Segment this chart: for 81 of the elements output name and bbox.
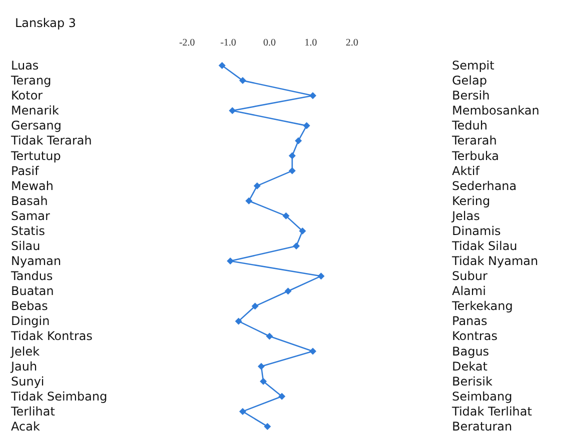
y-tick-label: Tidak Kontras xyxy=(10,329,92,344)
y-tick-label: Tandus xyxy=(10,269,53,284)
y2-tick-label: Tidak Silau xyxy=(451,239,518,253)
point xyxy=(278,392,286,400)
point xyxy=(318,272,325,280)
y-tick-label: Statis xyxy=(11,224,45,238)
y-tick-label: Basah xyxy=(11,194,48,208)
point xyxy=(309,348,316,355)
y-tick-label: Bebas xyxy=(11,299,48,314)
y-tick-label: Jauh xyxy=(10,359,38,374)
point xyxy=(239,408,246,415)
x2-tick-label: -2.0 xyxy=(179,38,195,48)
text: Lanskap 3 xyxy=(15,16,76,30)
y2-tick-label: Beraturan xyxy=(452,419,512,434)
point xyxy=(252,302,259,310)
y-tick-label: Luas xyxy=(11,58,39,73)
y2-tick-label: Kontras xyxy=(452,329,498,344)
y2-tick-label: Dinamis xyxy=(452,224,501,238)
y2-tick-label: Terkekang xyxy=(451,299,513,314)
y2-tick-label: Seimbang xyxy=(452,389,512,404)
point xyxy=(239,77,246,84)
y2-tick-label: Teduh xyxy=(451,118,488,133)
y-tick-label: Jelek xyxy=(10,344,40,358)
y-tick-label: Terlihat xyxy=(10,404,56,418)
y-tick-label: Nyaman xyxy=(11,254,62,268)
y-tick-label: Terang xyxy=(10,74,52,88)
point xyxy=(299,227,306,234)
point xyxy=(284,288,292,295)
y2-tick-label: Dekat xyxy=(452,359,488,374)
y2-tick-label: Sederhana xyxy=(452,178,517,193)
y2-tick-label: Jelas xyxy=(451,208,480,223)
y2-tick-label: Kering xyxy=(452,194,490,208)
point xyxy=(309,92,316,100)
y2-tick-label: Sempit xyxy=(452,58,495,73)
y2-tick-label: Bersih xyxy=(452,88,490,103)
y-tick-label: Menarik xyxy=(11,104,59,118)
y2-tick-label: Tidak Terlihat xyxy=(451,404,532,418)
x2-tick-label: 0.0 xyxy=(263,38,276,48)
x2-tick-label: 2.0 xyxy=(346,38,358,48)
point xyxy=(288,152,296,160)
y2-tick-label: Tidak Nyaman xyxy=(451,254,538,268)
x2-tick-label: -1.0 xyxy=(220,38,236,48)
y-tick-label: Kotor xyxy=(11,88,43,103)
y-tick-label: Dingin xyxy=(11,314,50,328)
point xyxy=(218,62,226,70)
point xyxy=(254,182,261,190)
y2-tick-label: Membosankan xyxy=(452,104,540,118)
y-tick-label: Samar xyxy=(11,208,50,223)
y2-tick-label: Panas xyxy=(452,314,488,328)
y-tick-label: Mewah xyxy=(11,178,54,193)
y-tick-label: Sunyi xyxy=(11,374,44,388)
point xyxy=(266,332,273,340)
y2-tick-label: Berisik xyxy=(452,374,492,388)
y2-tick-label: Aktif xyxy=(452,164,480,178)
y-tick-label: Tidak Terarah xyxy=(10,134,92,148)
point xyxy=(292,242,300,250)
y2-tick-label: Alami xyxy=(452,284,486,298)
y-tick-label: Tertutup xyxy=(10,148,61,163)
point xyxy=(303,122,310,130)
y-tick-label: Tidak Seimbang xyxy=(10,389,108,404)
y2-tick-label: Bagus xyxy=(452,344,490,358)
point xyxy=(294,137,302,144)
point xyxy=(264,422,271,430)
y2-tick-label: Terarah xyxy=(451,134,497,148)
y-tick-label: Pasif xyxy=(11,164,40,178)
point xyxy=(226,258,234,265)
point xyxy=(245,197,252,204)
point xyxy=(260,378,267,385)
y2-tick-label: Terbuka xyxy=(451,148,499,163)
point xyxy=(288,167,296,174)
y2-tick-label: Subur xyxy=(452,269,488,284)
y-tick-label: Silau xyxy=(11,239,40,253)
point xyxy=(258,362,265,370)
y-tick-label: Acak xyxy=(11,419,40,434)
x2-tick-label: 1.0 xyxy=(304,38,317,48)
point xyxy=(228,107,236,114)
point xyxy=(235,318,242,325)
y-tick-label: Gersang xyxy=(11,118,62,133)
y2-tick-label: Gelap xyxy=(452,74,487,88)
y-tick-label: Buatan xyxy=(11,284,54,298)
point xyxy=(282,212,290,220)
